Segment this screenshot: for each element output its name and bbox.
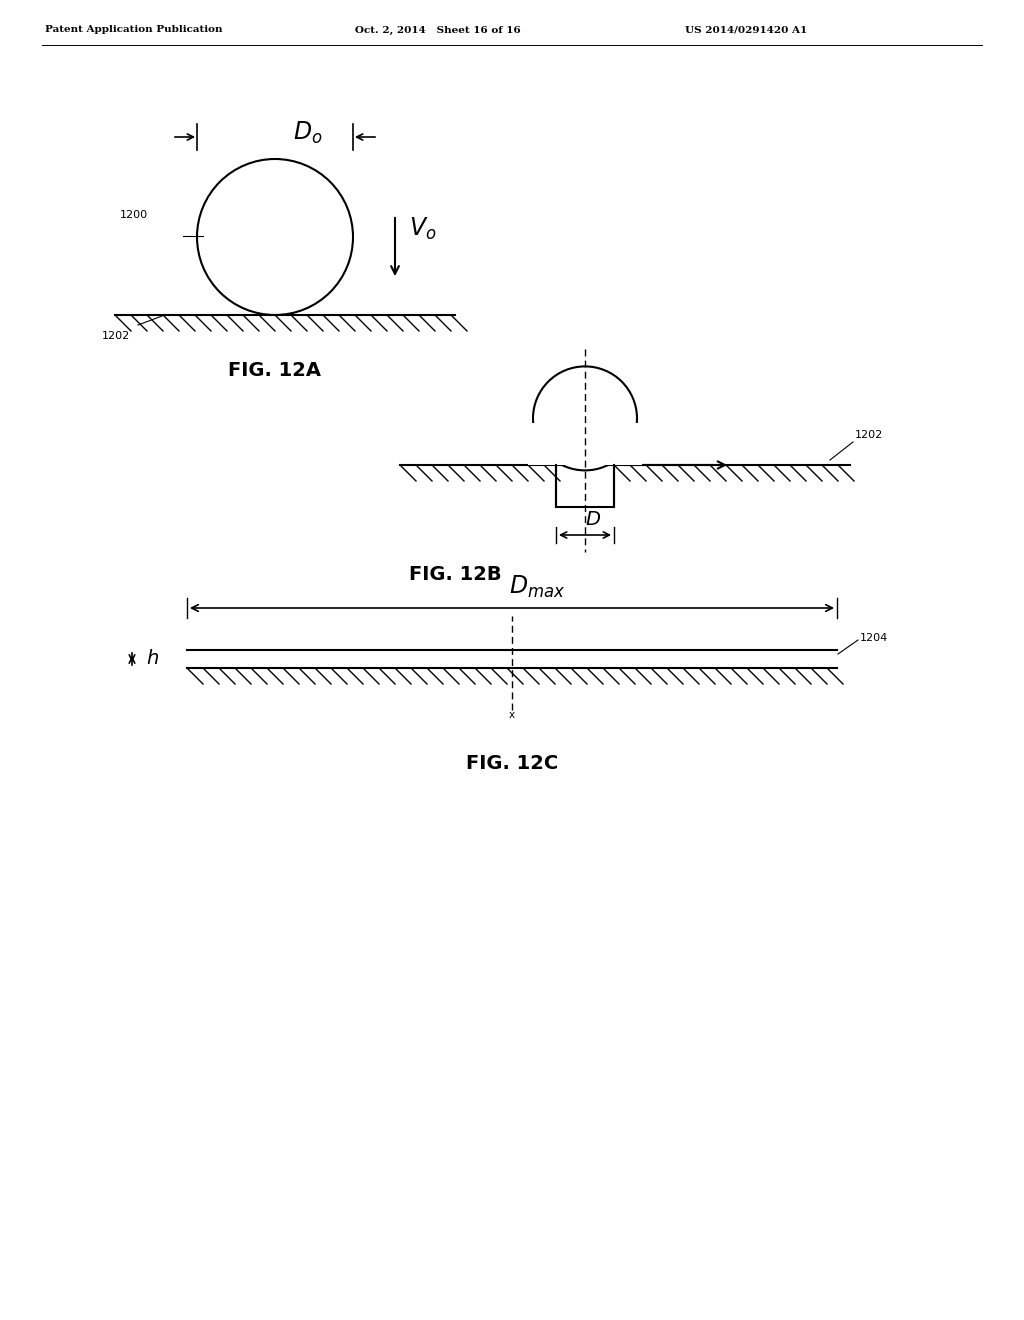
Text: FIG. 12A: FIG. 12A: [228, 360, 322, 380]
Text: $h$: $h$: [146, 649, 159, 668]
Text: FIG. 12B: FIG. 12B: [409, 565, 502, 585]
Bar: [556, 465, 614, 507]
Text: 1200: 1200: [120, 210, 148, 220]
Text: Patent Application Publication: Patent Application Publication: [45, 25, 222, 34]
Text: Oct. 2, 2014   Sheet 16 of 16: Oct. 2, 2014 Sheet 16 of 16: [355, 25, 521, 34]
Text: $D_o$: $D_o$: [293, 120, 323, 147]
Text: 1202: 1202: [855, 430, 884, 440]
Text: US 2014/0291420 A1: US 2014/0291420 A1: [685, 25, 807, 34]
Text: 1202: 1202: [102, 331, 130, 341]
Text: 1204: 1204: [860, 634, 888, 643]
Text: $D_{max}$: $D_{max}$: [509, 574, 565, 601]
Text: $V_o$: $V_o$: [409, 216, 436, 242]
Bar: [528, 424, 642, 465]
Text: x: x: [509, 710, 515, 719]
Circle shape: [534, 367, 637, 470]
Text: $D$: $D$: [585, 511, 601, 529]
Text: FIG. 12C: FIG. 12C: [466, 754, 558, 772]
